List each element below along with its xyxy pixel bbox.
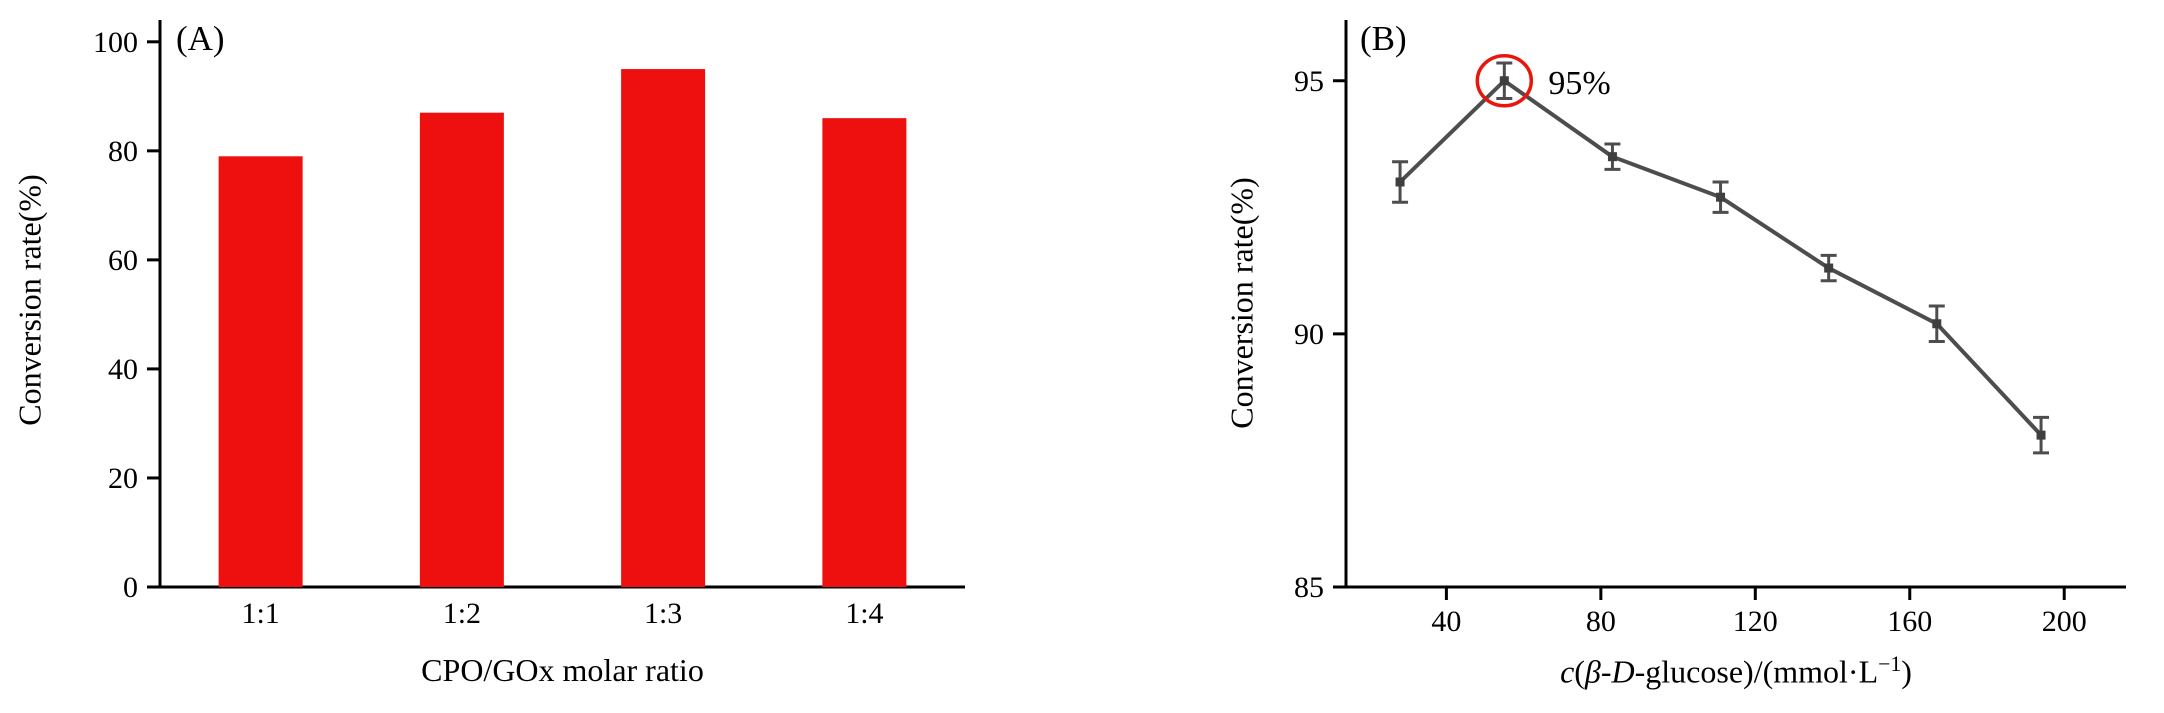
data-point-marker [1395,177,1405,187]
panel-b-x-axis-title: c(β-D-glucose)/(mmol·L−1) [1560,652,1912,690]
y-tick-label: 40 [108,353,138,386]
data-point-marker [1824,263,1834,273]
data-point-marker [1932,319,1942,329]
y-tick-label: 85 [1294,571,1324,604]
highlight-circle [1475,54,1534,108]
x-tick-label: 1:2 [443,597,481,630]
x-tick-label: 120 [1733,605,1778,638]
data-point-marker [1716,192,1726,202]
y-tick-label: 60 [108,244,138,277]
x-tick-label: 80 [1586,605,1616,638]
y-tick-label: 20 [108,462,138,495]
x-tick-label: 1:3 [644,597,682,630]
axes [1344,20,2126,589]
y-tick-label: 0 [123,571,138,604]
panel-a-bar-chart: 0 20 40 60 80 100 1:1 1:2 1:3 1:4 (A) Conversion … [11,19,965,688]
x-tick-label: 200 [2042,605,2087,638]
panel-a-label: (A) [176,19,225,58]
panel-a-y-axis-title: Conversion rate(%) [11,174,48,426]
peak-annotation: 95% [1548,65,1610,102]
x-tick-label: 160 [1887,605,1932,638]
bar [218,156,303,587]
y-tick-label: 80 [108,135,138,168]
data-point-marker [1607,152,1617,162]
line-chart-plot-area: 40 80 120 160 200 85 90 95 95% [1294,20,2126,638]
panel-b-line-chart: 40 80 120 160 200 85 90 95 95% (B) Conversion ra… [1082,0,2164,713]
bar [419,112,504,588]
data-line [1398,78,2043,437]
x-tick-label: 40 [1431,605,1461,638]
x-tick-label: 1:1 [241,597,279,630]
y-tick-label: 95 [1294,65,1324,98]
panel-b-label: (B) [1360,19,1407,58]
y-tick-label: 100 [93,26,138,59]
bar [621,69,706,587]
x-tick-label: 1:4 [845,597,883,630]
y-tick-label: 90 [1294,318,1324,351]
data-point-marker [1499,76,1509,86]
bar [822,118,907,587]
panel-a-x-axis-title: CPO/GOx molar ratio [421,652,704,688]
data-point-marker [2036,430,2046,440]
bar-chart-plot-area: 0 20 40 60 80 100 1:1 1:2 1:3 1:4 [93,20,965,630]
panel-b-y-axis-title: Conversion rate(%) [1223,177,1260,429]
